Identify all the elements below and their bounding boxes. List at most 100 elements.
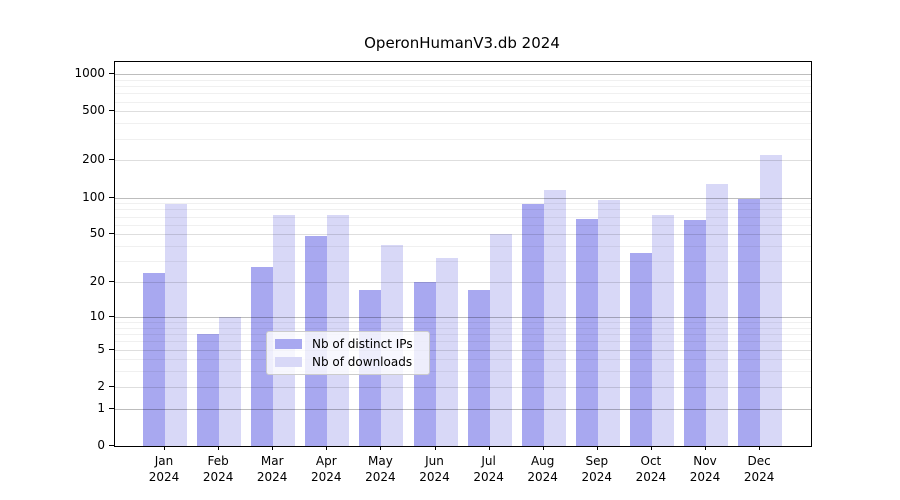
x-tick-label-year: 2024 [743, 470, 775, 484]
x-tick-label-month: Mar [260, 454, 284, 468]
bar-downloads-feb [219, 316, 242, 446]
x-tick-mark-apr [326, 446, 328, 450]
x-tick-mark-jul [488, 446, 490, 450]
bar-downloads-jun [435, 257, 458, 446]
plot-area [114, 61, 812, 447]
y-tick-mark-500 [109, 110, 114, 112]
x-tick-label-year: 2024 [202, 470, 234, 484]
y-tick-label-5: 5 [97, 341, 105, 356]
x-tick-label-month: Aug [530, 454, 555, 468]
bar-downloads-nov [706, 183, 728, 446]
x-tick-label-month: Sep [585, 454, 609, 468]
legend-swatch-distinct-ips [275, 339, 302, 349]
bar-ips-mar [251, 266, 274, 446]
legend-label-distinct-ips: Nb of distinct IPs [312, 337, 413, 351]
y-tick-label-200: 200 [82, 152, 105, 167]
x-tick-label-month: Jul [481, 454, 496, 468]
y-tick-label-20: 20 [89, 274, 105, 289]
x-tick-label-jan: Jan 2024 [134, 453, 194, 485]
legend: Nb of distinct IPs Nb of downloads [266, 331, 430, 375]
y-tick-mark-1 [109, 407, 114, 409]
x-tick-label-month: Jun [425, 454, 444, 468]
x-tick-label-year: 2024 [419, 470, 450, 484]
bar-ips-oct [629, 253, 652, 446]
y-tick-label-100: 100 [82, 189, 105, 204]
y-tick-label-1: 1 [97, 400, 105, 415]
legend-row-distinct-ips: Nb of distinct IPs [275, 337, 419, 351]
x-tick-label-month: Feb [207, 454, 229, 468]
y-tick-mark-5 [109, 348, 114, 350]
y-tick-mark-0 [109, 445, 114, 446]
x-tick-mark-mar [272, 446, 274, 450]
gridline-y-900 [115, 79, 811, 81]
x-tick-label-dec: Dec 2024 [729, 453, 789, 485]
x-tick-label-jun: Jun 2024 [405, 453, 465, 485]
bar-ips-dec [738, 199, 761, 446]
x-tick-label-month: May [367, 454, 393, 468]
x-tick-mark-sep [596, 446, 598, 450]
bar-downloads-mar [273, 215, 296, 446]
gridline-y-400 [115, 123, 811, 125]
y-tick-mark-2 [109, 385, 114, 387]
x-tick-label-feb: Feb 2024 [188, 453, 248, 485]
x-tick-label-year: 2024 [365, 470, 396, 484]
x-tick-mark-jan [164, 446, 165, 450]
x-tick-label-month: Apr [315, 454, 337, 468]
y-tick-mark-200 [109, 159, 114, 161]
x-tick-label-year: 2024 [311, 470, 342, 484]
x-tick-label-year: 2024 [635, 470, 667, 484]
chart-title: OperonHumanV3.db 2024 [364, 34, 560, 52]
x-tick-label-year: 2024 [148, 470, 180, 484]
bar-ips-nov [684, 220, 706, 446]
x-tick-mark-nov [705, 446, 706, 450]
x-tick-mark-may [380, 446, 382, 450]
x-tick-mark-aug [542, 446, 544, 450]
gridline-y-200 [115, 160, 811, 162]
legend-row-downloads: Nb of downloads [275, 355, 419, 369]
x-tick-label-may: May 2024 [350, 453, 410, 485]
bar-downloads-apr [327, 215, 350, 446]
y-tick-label-2: 2 [97, 378, 105, 393]
x-tick-label-apr: Apr 2024 [296, 453, 356, 485]
bar-ips-jan [143, 272, 165, 446]
x-tick-mark-jun [434, 446, 436, 450]
bar-downloads-dec [760, 155, 783, 446]
bar-ips-sep [575, 218, 598, 446]
bar-downloads-aug [543, 189, 566, 446]
x-tick-label-month: Nov [693, 454, 717, 468]
x-tick-label-oct: Oct 2024 [621, 453, 681, 485]
gridline-y-300 [115, 138, 811, 140]
x-tick-label-mar: Mar 2024 [242, 453, 302, 485]
x-tick-mark-oct [650, 446, 652, 450]
y-tick-mark-50 [109, 233, 114, 235]
x-tick-label-jul: Jul 2024 [459, 453, 519, 485]
bar-downloads-jan [165, 204, 187, 446]
gridline-y-700 [115, 93, 811, 95]
x-tick-label-year: 2024 [256, 470, 288, 484]
legend-label-downloads: Nb of downloads [312, 355, 413, 369]
y-tick-label-50: 50 [89, 226, 105, 241]
x-tick-label-year: 2024 [689, 470, 721, 484]
gridline-y-1000 [115, 74, 811, 75]
y-tick-mark-1000 [109, 73, 114, 74]
y-tick-mark-10 [109, 315, 114, 317]
y-tick-mark-100 [109, 196, 114, 198]
y-tick-label-10: 10 [89, 308, 105, 323]
bar-downloads-sep [597, 199, 620, 446]
x-tick-label-aug: Aug 2024 [513, 453, 573, 485]
x-tick-label-year: 2024 [473, 470, 504, 484]
bar-ips-aug [521, 204, 544, 446]
gridline-y-800 [115, 86, 811, 87]
bar-downloads-oct [651, 215, 674, 446]
gridline-y-600 [115, 101, 811, 103]
x-tick-label-nov: Nov 2024 [675, 453, 735, 485]
bar-downloads-jul [489, 234, 512, 446]
y-tick-label-1000: 1000 [74, 66, 105, 80]
y-tick-label-0: 0 [97, 438, 105, 452]
x-tick-mark-feb [218, 446, 220, 450]
x-tick-label-year: 2024 [581, 470, 613, 484]
x-tick-label-month: Jan [154, 454, 174, 468]
x-tick-mark-dec [759, 446, 761, 450]
y-tick-label-500: 500 [82, 103, 105, 118]
